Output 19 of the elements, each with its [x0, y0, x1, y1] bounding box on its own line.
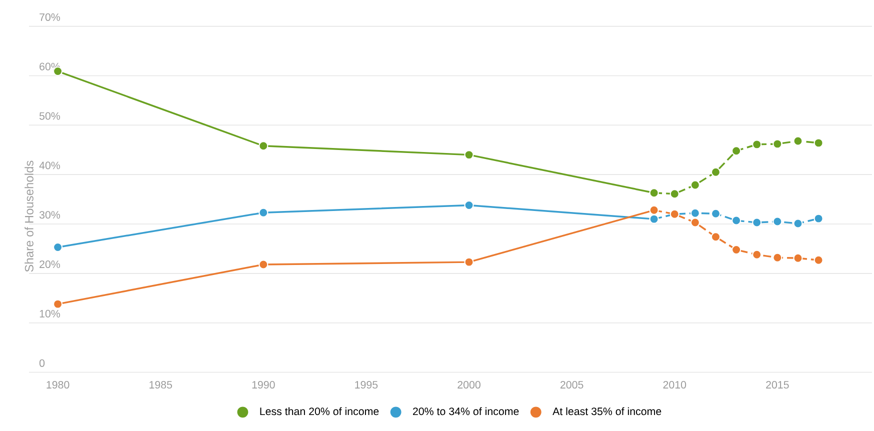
y-tick-label: 30%: [39, 211, 60, 219]
x-tick-label: 2015: [766, 381, 789, 389]
legend-label: Less than 20% of income: [260, 407, 379, 416]
x-tick-label: 2000: [458, 381, 480, 389]
y-tick-label: 50%: [39, 112, 60, 120]
legend-label: 20% to 34% of income: [413, 407, 519, 416]
x-tick-label: 1980: [46, 381, 70, 389]
y-tick-label: 0: [39, 359, 45, 367]
y-tick-label: 20%: [40, 260, 60, 268]
y-tick-label: 10%: [40, 310, 60, 318]
legend-label: At least 35% of income: [552, 407, 662, 416]
y-tick-label: 40%: [39, 162, 60, 170]
x-tick-label: 2010: [663, 381, 686, 389]
x-tick-label: 1995: [355, 381, 378, 389]
x-tick-label: 2005: [560, 381, 584, 389]
x-tick-label: 1990: [252, 381, 275, 389]
y-axis-title: Share of Households: [24, 160, 34, 272]
x-tick-label: 1985: [150, 381, 172, 389]
y-tick-label: 70%: [40, 13, 60, 21]
